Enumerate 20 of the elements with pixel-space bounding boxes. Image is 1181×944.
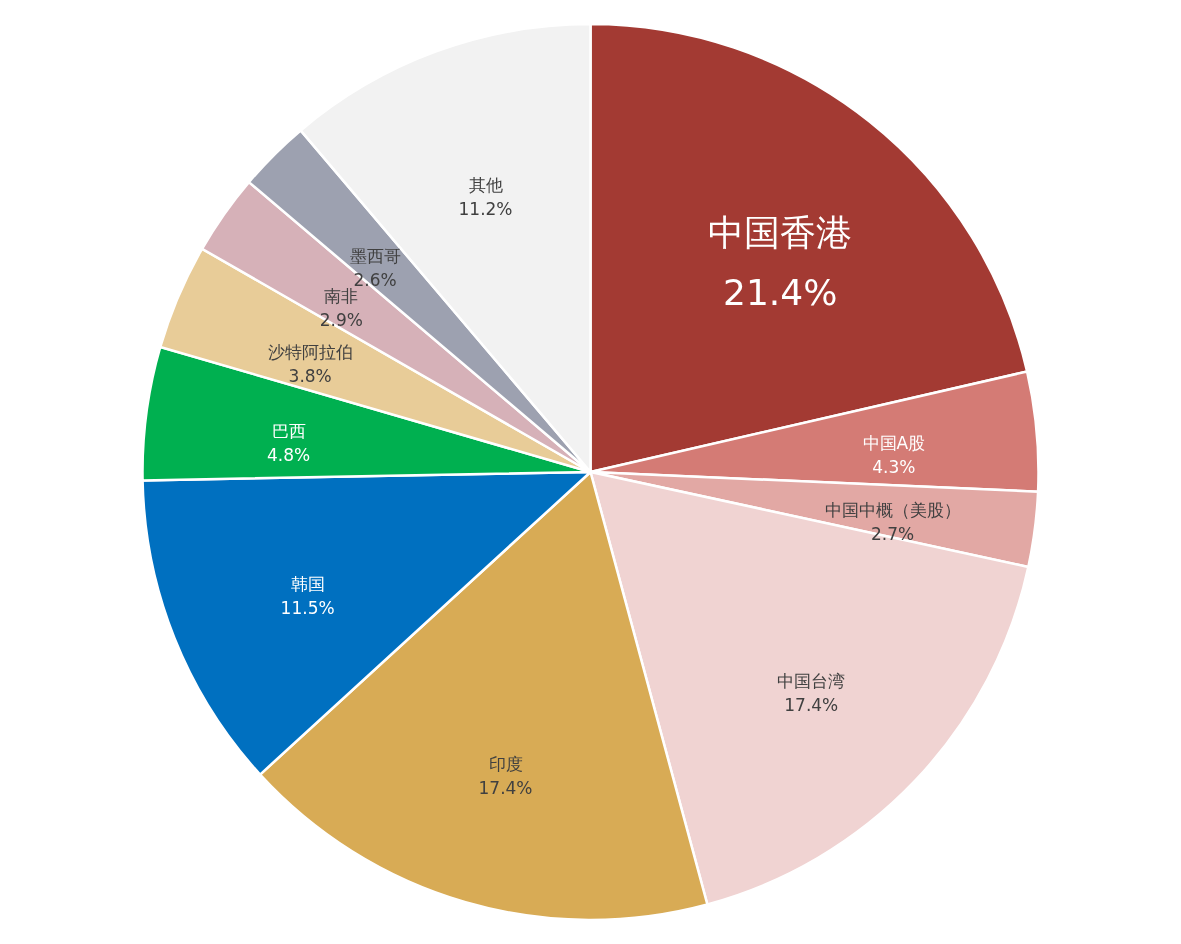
data-label: 4.8% — [266, 444, 311, 465]
slice-label: 韩国 — [290, 574, 325, 595]
data-label: 11.2% — [458, 199, 513, 220]
slice-label: 印度 — [488, 753, 523, 774]
slice-label: 南非 — [324, 285, 359, 306]
slice-label: 其他 — [468, 175, 503, 196]
data-label: 2.9% — [319, 309, 363, 330]
slice-label: 墨西哥 — [349, 245, 401, 266]
data-label: 4.3% — [872, 457, 916, 478]
data-label: 17.4% — [478, 777, 533, 798]
data-label: 3.8% — [288, 365, 332, 386]
slice-label: 中国香港 — [708, 211, 853, 253]
data-label: 21.4% — [723, 271, 838, 313]
slice-label: 沙特阿拉伯 — [267, 341, 353, 362]
data-label: 11.5% — [280, 598, 335, 619]
slice-label: 巴西 — [271, 420, 306, 441]
slice-label: 中国台湾 — [777, 670, 846, 691]
slice-label: 中国A股 — [862, 433, 926, 454]
slice-label: 中国中概（美股） — [824, 500, 961, 521]
data-label: 17.4% — [784, 694, 839, 715]
